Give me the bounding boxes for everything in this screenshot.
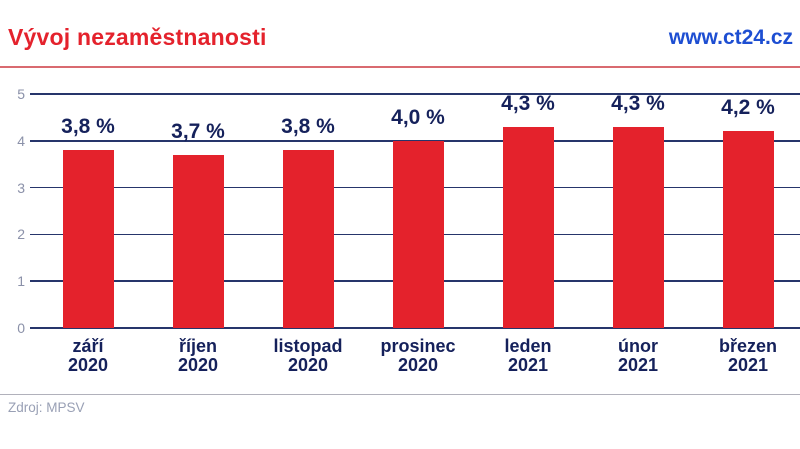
x-axis-label-month: listopad xyxy=(273,336,343,356)
bar-value-label: 4,3 % xyxy=(501,91,555,115)
bar xyxy=(612,126,664,328)
gridline xyxy=(30,327,800,329)
x-axis-label: listopad 2020 xyxy=(248,337,368,375)
y-axis-tick-label: 4 xyxy=(17,132,25,149)
y-axis-tick-label: 2 xyxy=(17,226,25,243)
x-axis-label-month: březen xyxy=(718,336,778,356)
x-axis-label: říjen 2020 xyxy=(138,337,258,375)
x-axis-label-year: 2020 xyxy=(287,355,329,375)
x-axis-label-month: únor xyxy=(618,336,658,356)
x-axis-label: září 2020 xyxy=(28,337,148,375)
y-axis-tick-label: 1 xyxy=(17,273,25,290)
bar xyxy=(502,126,554,328)
x-axis-label-year: 2020 xyxy=(177,355,219,375)
bar-value-label: 3,8 % xyxy=(281,115,335,139)
header-divider xyxy=(0,66,800,68)
bar-value-label: 4,3 % xyxy=(611,91,665,115)
y-axis-tick-label: 3 xyxy=(17,179,25,196)
bar xyxy=(392,140,444,328)
x-axis-label-year: 2021 xyxy=(727,355,769,375)
y-axis-tick-label: 0 xyxy=(17,320,25,336)
bar-value-label: 4,0 % xyxy=(391,105,445,129)
y-axis-tick-label: 5 xyxy=(17,86,25,102)
x-axis-label-year: 2021 xyxy=(507,355,549,375)
bar xyxy=(282,150,334,328)
bar xyxy=(172,154,224,328)
gridline xyxy=(30,93,800,95)
x-axis-label-month: leden xyxy=(504,336,552,356)
bar-value-label: 3,7 % xyxy=(171,119,225,143)
bar xyxy=(62,150,114,328)
website-label: www.ct24.cz xyxy=(668,26,793,49)
footer-divider xyxy=(0,394,800,395)
x-axis-label: prosinec 2020 xyxy=(358,337,478,375)
x-axis-label-year: 2021 xyxy=(617,355,659,375)
bar xyxy=(722,131,774,328)
x-axis-label: únor 2021 xyxy=(578,337,698,375)
bar-value-label: 3,8 % xyxy=(61,115,115,139)
source-label: Zdroj: MPSV xyxy=(8,400,85,415)
x-axis-label-month: prosinec xyxy=(380,336,456,356)
x-axis-label-year: 2020 xyxy=(397,355,439,375)
x-axis-label-year: 2020 xyxy=(67,355,109,375)
page-title: Vývoj nezaměstnanosti xyxy=(8,24,267,50)
bar-value-label: 4,2 % xyxy=(721,96,775,120)
x-axis-label-month: září xyxy=(72,336,104,356)
x-axis-label: březen 2021 xyxy=(688,337,800,375)
x-axis-label: leden 2021 xyxy=(468,337,588,375)
x-axis-label-month: říjen xyxy=(178,336,217,356)
